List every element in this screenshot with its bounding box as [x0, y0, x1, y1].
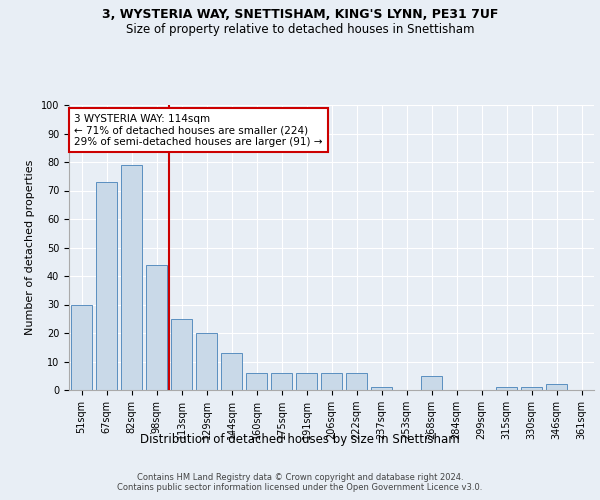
- Text: 3, WYSTERIA WAY, SNETTISHAM, KING'S LYNN, PE31 7UF: 3, WYSTERIA WAY, SNETTISHAM, KING'S LYNN…: [102, 8, 498, 20]
- Text: Size of property relative to detached houses in Snettisham: Size of property relative to detached ho…: [126, 22, 474, 36]
- Bar: [296, 373, 317, 390]
- Bar: [321, 373, 342, 390]
- Bar: [121, 165, 142, 390]
- Y-axis label: Number of detached properties: Number of detached properties: [25, 160, 35, 335]
- Bar: [421, 376, 442, 390]
- Text: 3 WYSTERIA WAY: 114sqm
← 71% of detached houses are smaller (224)
29% of semi-de: 3 WYSTERIA WAY: 114sqm ← 71% of detached…: [74, 114, 323, 147]
- Text: Distribution of detached houses by size in Snettisham: Distribution of detached houses by size …: [140, 432, 460, 446]
- Bar: [346, 373, 367, 390]
- Bar: [246, 373, 267, 390]
- Bar: [221, 353, 242, 390]
- Bar: [521, 387, 542, 390]
- Bar: [146, 264, 167, 390]
- Bar: [271, 373, 292, 390]
- Bar: [371, 387, 392, 390]
- Text: Contains HM Land Registry data © Crown copyright and database right 2024.
Contai: Contains HM Land Registry data © Crown c…: [118, 472, 482, 492]
- Bar: [71, 304, 92, 390]
- Bar: [546, 384, 567, 390]
- Bar: [496, 387, 517, 390]
- Bar: [96, 182, 117, 390]
- Bar: [196, 333, 217, 390]
- Bar: [171, 319, 192, 390]
